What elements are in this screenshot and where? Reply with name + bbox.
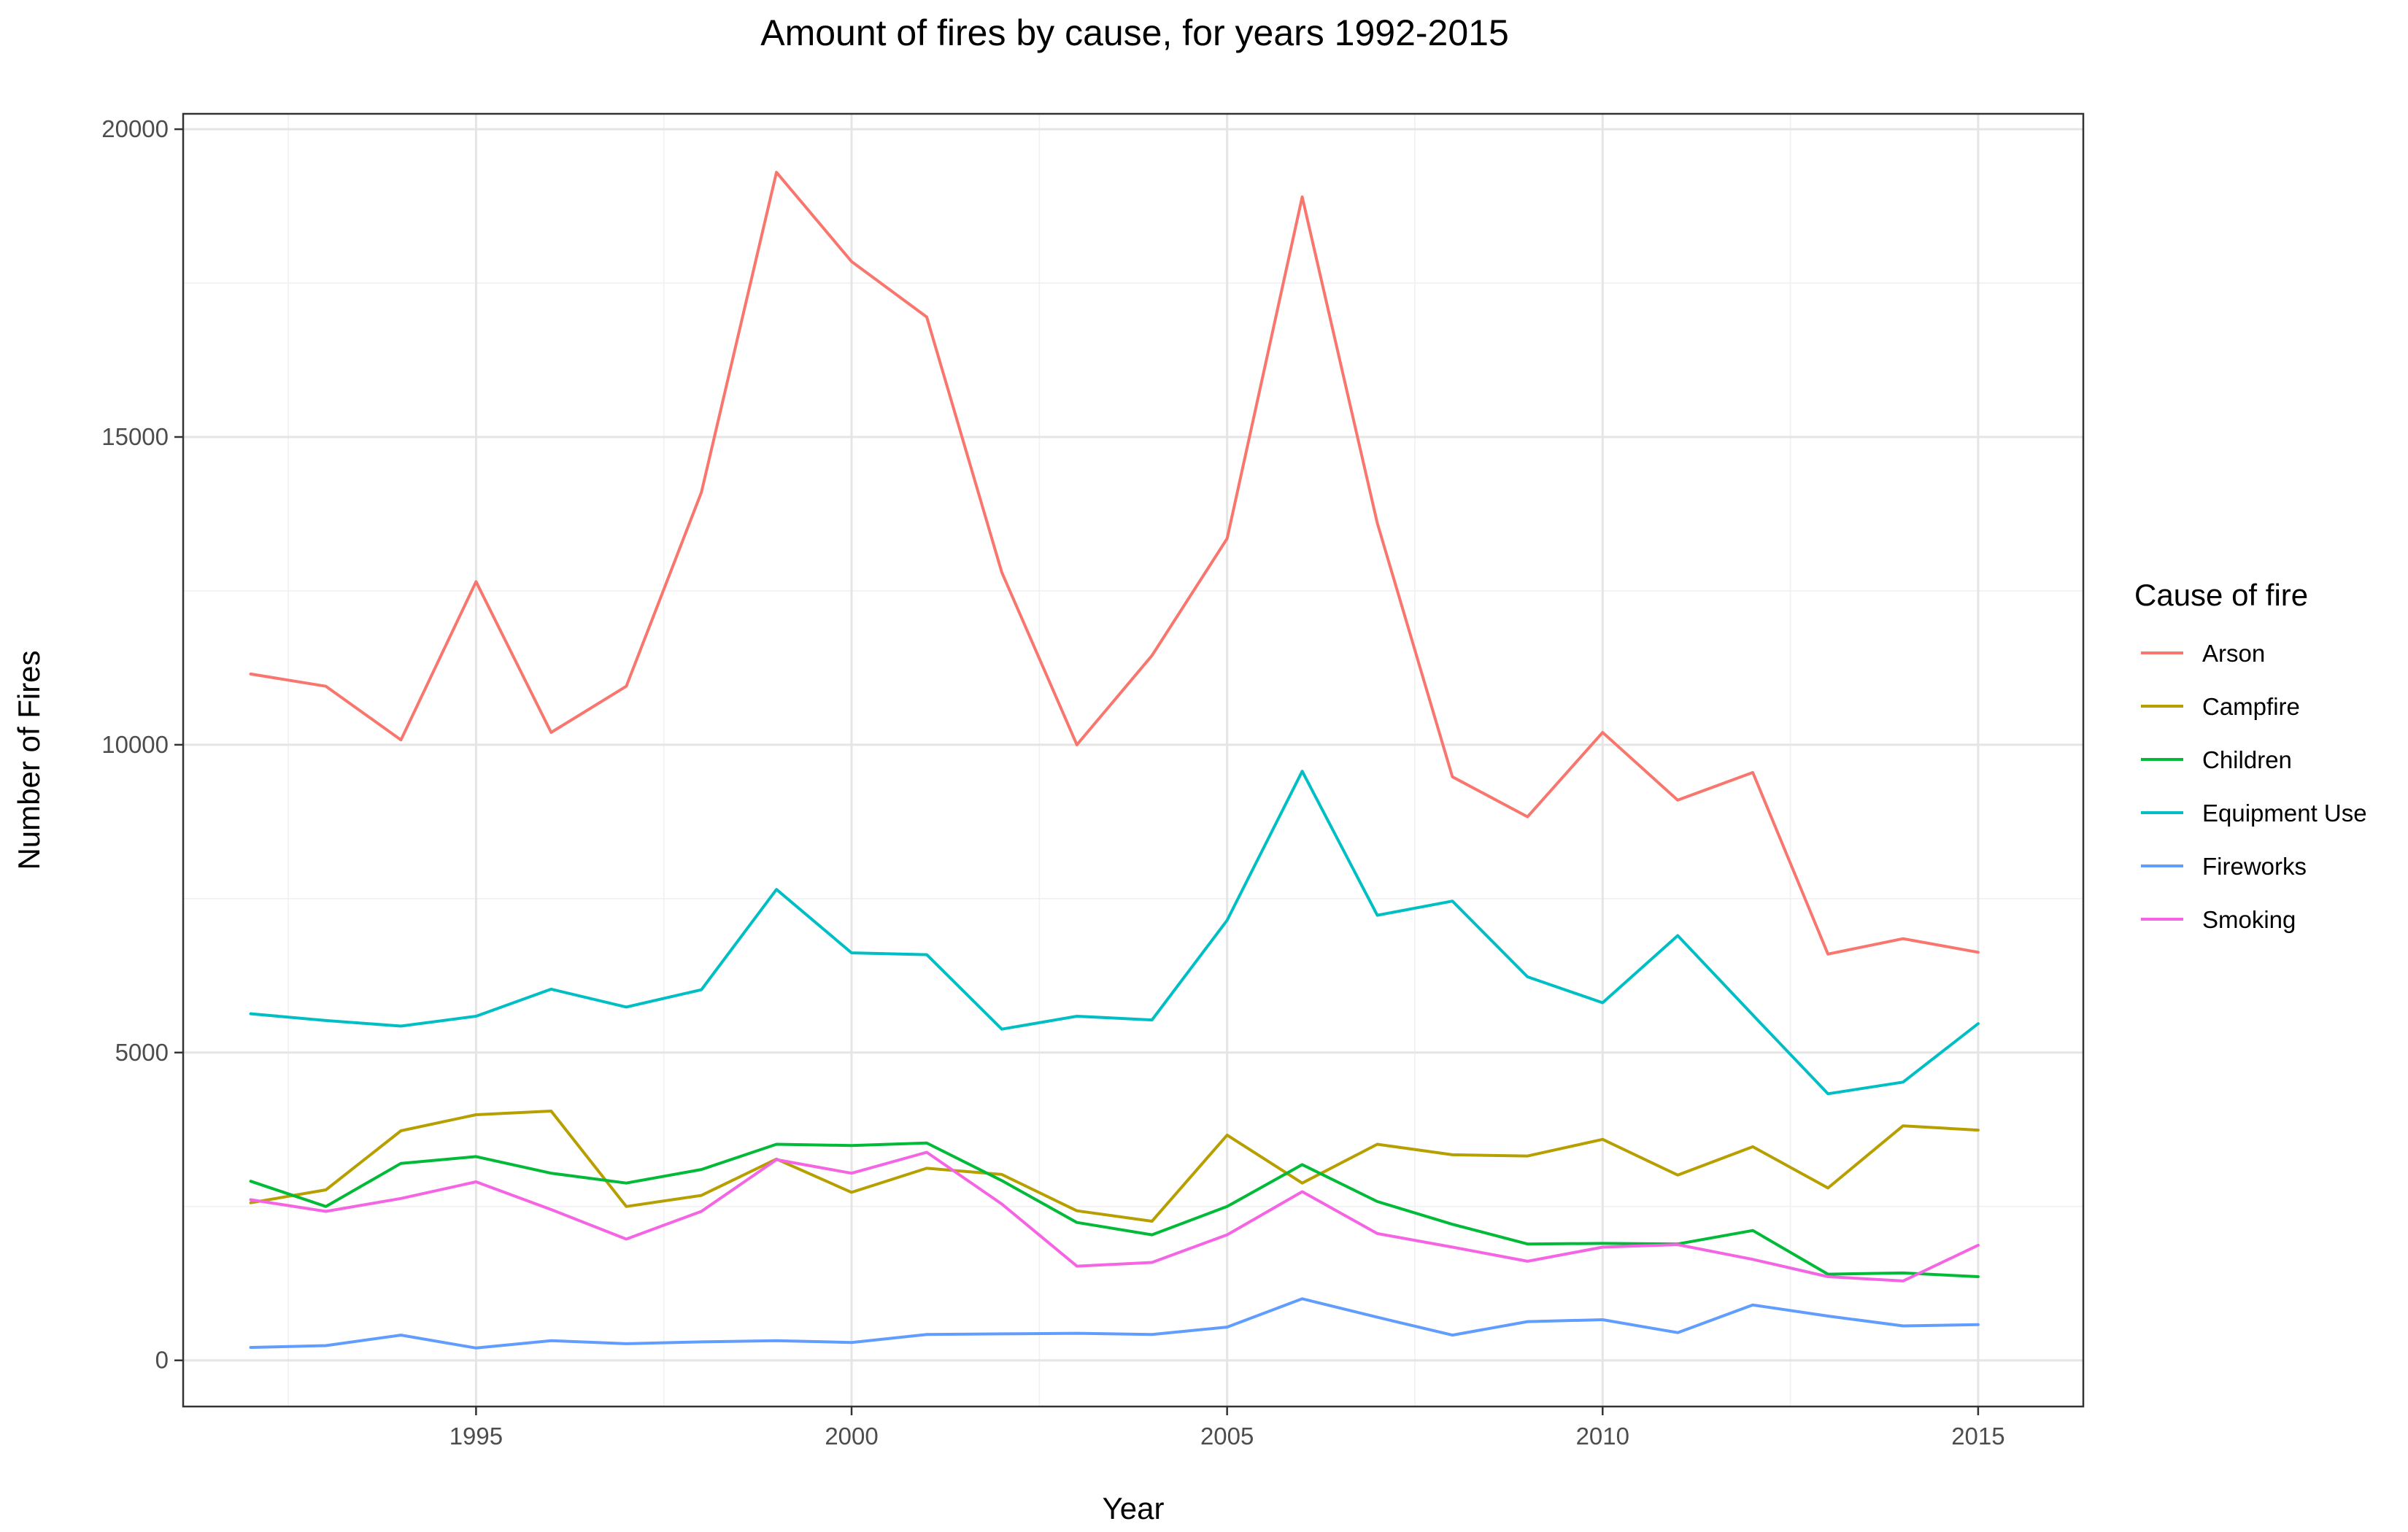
series-lines xyxy=(249,171,1980,1350)
x-axis-title: Year xyxy=(1103,1491,1165,1525)
y-tick-label: 5000 xyxy=(115,1039,169,1066)
y-tick-label: 15000 xyxy=(101,423,169,450)
legend-items: Arson Campfire Children Equipment Use Firewo… xyxy=(2141,640,2367,933)
y-tick-label: 0 xyxy=(155,1347,169,1374)
legend-item-smoking: Smoking xyxy=(2141,906,2296,933)
x-axis-ticks: 1995 2000 2005 2010 2015 xyxy=(449,1407,2005,1450)
legend-label-campfire: Campfire xyxy=(2202,693,2300,720)
x-tick-label: 2015 xyxy=(1951,1423,2004,1450)
legend-item-campfire: Campfire xyxy=(2141,693,2300,720)
series-line-fireworks xyxy=(249,1297,1980,1350)
major-gridlines xyxy=(183,114,2083,1407)
legend-label-fireworks: Fireworks xyxy=(2202,853,2307,880)
y-tick-label: 10000 xyxy=(101,731,169,758)
legend-label-equipment-use: Equipment Use xyxy=(2202,800,2367,827)
series-line-smoking xyxy=(249,1150,1980,1283)
legend-item-equipment-use: Equipment Use xyxy=(2141,800,2367,827)
legend-title: Cause of fire xyxy=(2134,578,2308,612)
legend-label-smoking: Smoking xyxy=(2202,906,2296,933)
y-tick-label: 20000 xyxy=(101,115,169,142)
legend-item-arson: Arson xyxy=(2141,640,2265,667)
plot-border xyxy=(182,112,2085,1408)
legend-item-children: Children xyxy=(2141,746,2292,773)
series-line-campfire xyxy=(249,1110,1980,1223)
x-tick-label: 1995 xyxy=(449,1423,503,1450)
y-axis-ticks: 0 5000 10000 15000 20000 xyxy=(101,115,183,1374)
series-line-children xyxy=(249,1141,1980,1278)
x-tick-label: 2005 xyxy=(1200,1423,1254,1450)
plot-background xyxy=(183,114,2083,1407)
legend: Cause of fire Arson Campfire Children Equip… xyxy=(2134,578,2367,933)
y-axis-title: Number of Fires xyxy=(12,650,46,870)
x-tick-label: 2000 xyxy=(825,1423,878,1450)
chart-title: Amount of fires by cause, for years 1992… xyxy=(760,12,1509,53)
series-line-arson xyxy=(249,171,1980,956)
series-line-equipment-use xyxy=(249,770,1980,1096)
minor-gridlines xyxy=(183,114,2083,1407)
legend-label-children: Children xyxy=(2202,746,2292,773)
legend-item-fireworks: Fireworks xyxy=(2141,853,2307,880)
x-tick-label: 2010 xyxy=(1576,1423,1629,1450)
legend-label-arson: Arson xyxy=(2202,640,2265,667)
